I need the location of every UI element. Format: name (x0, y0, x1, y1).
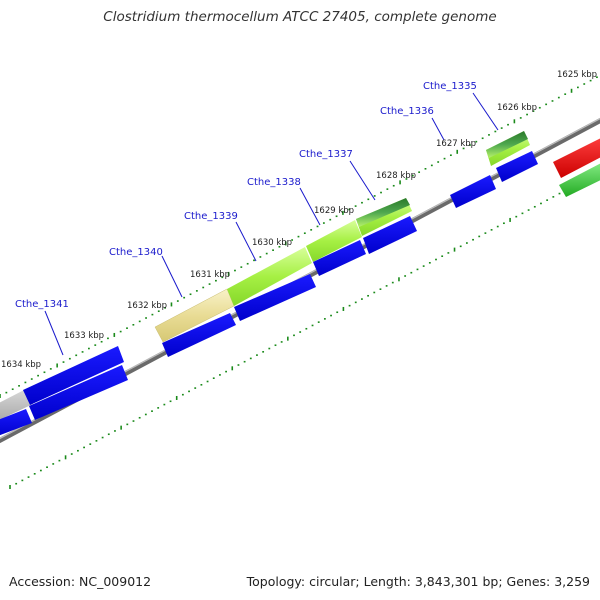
kbp-label: 1629 kbp (314, 206, 354, 216)
gene-label-cthe-1336[interactable]: Cthe_1336 (380, 106, 434, 117)
kbp-labels: 1625 kbp 1626 kbp 1627 kbp 1628 kbp 1629… (1, 70, 597, 370)
gene-label-cthe-1340[interactable]: Cthe_1340 (109, 247, 163, 258)
genome-summary-text: Topology: circular; Length: 3,843,301 bp… (246, 574, 590, 589)
cds-arrow-cthe-1338[interactable] (313, 240, 366, 276)
gene-label-cthe-1337[interactable]: Cthe_1337 (299, 149, 353, 160)
gene-feature-cthe-1339[interactable] (227, 247, 312, 306)
kbp-label: 1631 kbp (190, 270, 230, 280)
cds-arrow-cthe-1341-a[interactable] (23, 346, 124, 405)
gene-feature-green[interactable] (559, 161, 600, 197)
cds-features (0, 151, 538, 437)
upper-tick-row (0, 76, 598, 398)
cds-arrow-cthe-1341-b[interactable] (29, 365, 128, 420)
gene-feature-cthe-1337[interactable] (356, 198, 412, 236)
gene-feature-cthe-1338[interactable] (306, 220, 362, 262)
cds-arrow-cthe-1337[interactable] (363, 216, 417, 254)
kbp-label: 1628 kbp (376, 171, 416, 181)
gene-label-leaders (44, 92, 499, 356)
gene-feature-cthe-1335[interactable] (486, 131, 530, 166)
kbp-label: 1630 kbp (252, 238, 292, 248)
kbp-label: 1625 kbp (557, 70, 597, 80)
gene-label-cthe-1341[interactable]: Cthe_1341 (15, 299, 69, 310)
accession-text: Accession: NC_009012 (9, 574, 152, 589)
kbp-label: 1626 kbp (497, 103, 537, 113)
gene-labels: Cthe_1335 Cthe_1336 Cthe_1337 Cthe_1338 … (15, 81, 477, 310)
gene-label-cthe-1339[interactable]: Cthe_1339 (184, 211, 238, 222)
gene-label-cthe-1335[interactable]: Cthe_1335 (423, 81, 477, 92)
gene-label-cthe-1338[interactable]: Cthe_1338 (247, 177, 301, 188)
cds-arrow-cthe-1335[interactable] (496, 151, 538, 182)
map-title: Clostridium thermocellum ATCC 27405, com… (103, 9, 497, 25)
gene-feature-red[interactable] (553, 136, 600, 178)
kbp-label: 1627 kbp (436, 139, 476, 149)
cds-arrow-cthe-1339[interactable] (234, 274, 316, 321)
forward-features (0, 131, 600, 422)
kbp-label: 1634 kbp (1, 360, 41, 370)
cds-arrow-cthe-1340[interactable] (162, 313, 236, 357)
kbp-label: 1632 kbp (127, 301, 167, 311)
lower-tick-row (9, 186, 573, 489)
cds-arrow-cthe-1336[interactable] (450, 175, 496, 208)
cds-arrow-left-edge[interactable] (0, 409, 32, 437)
gene-feature-gray[interactable] (0, 389, 33, 422)
kbp-label: 1633 kbp (64, 331, 104, 341)
